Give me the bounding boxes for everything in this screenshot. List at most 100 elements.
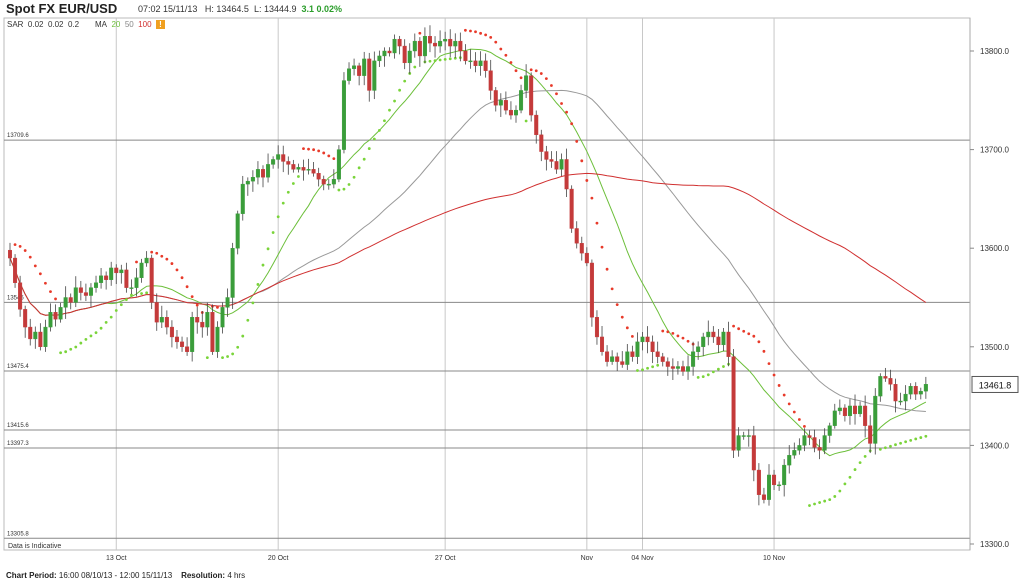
candle-body: [83, 292, 88, 296]
ma-indicator[interactable]: MA 20 50 100 !: [95, 20, 165, 30]
sar-dot: [89, 334, 93, 338]
sar-dot: [28, 255, 32, 259]
sar-dot: [550, 84, 553, 87]
candle-body: [569, 188, 574, 229]
candle-body: [610, 356, 615, 362]
candle-body: [807, 435, 812, 438]
sar-dot: [231, 352, 235, 356]
sar-dot: [560, 102, 563, 105]
candle-body: [549, 159, 554, 162]
candle-body: [923, 384, 928, 392]
sar-dot: [347, 183, 351, 186]
sar-dot: [150, 250, 154, 254]
sar-dot: [403, 79, 407, 83]
candle-body: [827, 425, 832, 436]
candle-body: [235, 213, 240, 249]
sar-dot: [504, 53, 508, 57]
sar-dot: [377, 129, 381, 132]
candle-body: [802, 435, 807, 446]
sar-dot: [838, 489, 842, 493]
level-label: 13709.6: [7, 133, 29, 139]
candle-body: [149, 257, 154, 303]
candle-body: [427, 36, 432, 44]
candle-body: [797, 445, 802, 451]
sar-dot: [44, 281, 47, 285]
candle-body: [600, 336, 605, 352]
candle-body: [544, 151, 549, 160]
resolution-label: Resolution:: [181, 571, 226, 580]
quote-low: L: 13444.9: [253, 4, 297, 14]
warning-icon[interactable]: !: [155, 20, 165, 30]
sar-dot: [625, 326, 629, 330]
sar-indicator[interactable]: SAR 0.02 0.02 0.2: [7, 20, 79, 29]
candle-body: [883, 376, 888, 379]
candle-body: [301, 167, 306, 171]
candle-body: [448, 38, 453, 47]
candle-body: [888, 378, 893, 385]
candle-body: [635, 341, 640, 357]
sar-dot: [696, 375, 700, 379]
quote-stats: 07:02 15/11/13 H: 13464.5 L: 13444.9 3.1…: [138, 4, 342, 14]
y-tick-label: 13700.0: [980, 146, 1009, 155]
sar-dot: [170, 262, 174, 265]
candle-body: [660, 356, 665, 362]
sar-dot: [266, 247, 270, 251]
candle-body: [650, 341, 655, 352]
sar-dot: [570, 122, 574, 126]
last-price-label: 13461.8: [979, 380, 1012, 390]
sar-dot: [130, 293, 133, 297]
sar-dot: [205, 356, 209, 360]
level-label: 13475.4: [7, 364, 29, 370]
candle-body: [756, 469, 761, 495]
candle-body: [18, 282, 23, 310]
sar-dot: [64, 350, 68, 354]
sar-dot: [747, 332, 751, 336]
candle-body: [726, 331, 731, 357]
sar-dot: [362, 157, 366, 161]
x-tick-label: 13 Oct: [106, 555, 127, 562]
sar-dot: [190, 295, 194, 299]
sar-dot: [544, 77, 548, 80]
sar-dot: [312, 148, 315, 152]
sar-dot: [681, 336, 685, 340]
sar-dot: [291, 182, 295, 185]
candle-body: [78, 287, 83, 293]
y-tick-label: 13600.0: [980, 244, 1009, 253]
candle-body: [23, 309, 28, 328]
candle-body: [306, 169, 311, 171]
sar-dot: [711, 370, 715, 374]
candle-body: [316, 173, 321, 180]
sar-dot: [54, 297, 57, 301]
candle-body: [716, 336, 721, 346]
sar-dot: [185, 285, 189, 289]
candle-body: [185, 346, 190, 352]
sar-dot: [630, 334, 634, 338]
sar-dot: [742, 329, 746, 333]
x-tick-label: Nov: [581, 555, 594, 562]
last-price-box: [971, 375, 1019, 393]
candle-body: [812, 437, 817, 448]
candle-body: [124, 269, 129, 288]
candle-body: [493, 90, 498, 106]
candle-body: [129, 287, 134, 289]
period-value: 16:00 08/10/13 - 12:00 15/11/13: [58, 571, 173, 580]
candle-body: [114, 267, 119, 274]
sar-dot: [767, 362, 771, 366]
sar-dot: [438, 58, 442, 62]
sar-dot: [195, 303, 199, 307]
sar-dot: [828, 498, 832, 502]
sar-dot: [119, 303, 123, 307]
sar-dot: [762, 349, 766, 353]
candle-body: [245, 180, 250, 185]
candle-body: [706, 331, 711, 338]
sar-dot: [49, 290, 52, 294]
candle-body: [367, 58, 372, 91]
sar-dot: [529, 68, 533, 72]
ma-line-100: [9, 172, 927, 316]
sar-dot: [433, 59, 437, 62]
candle-body: [625, 351, 630, 365]
candle-body: [589, 262, 594, 318]
sar-dot: [352, 175, 356, 179]
candle-body: [438, 40, 443, 47]
sar-dot: [393, 99, 396, 103]
